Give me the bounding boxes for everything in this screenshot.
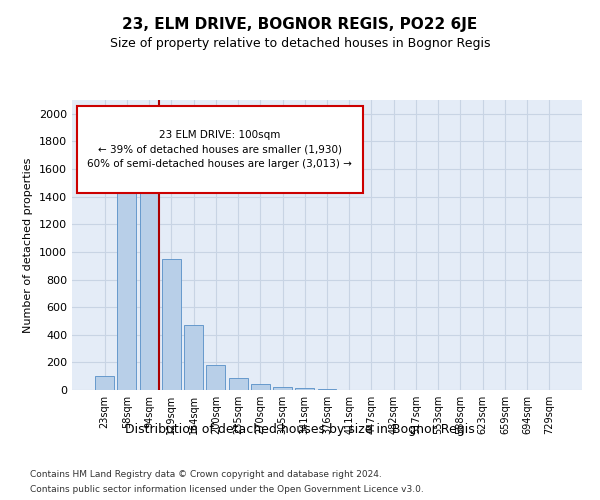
Bar: [118, 178, 136, 390]
Bar: [162, 259, 181, 390]
Text: Size of property relative to detached houses in Bognor Regis: Size of property relative to detached ho…: [110, 38, 490, 51]
Bar: [229, 378, 248, 390]
Text: Contains public sector information licensed under the Open Government Licence v3: Contains public sector information licen…: [30, 485, 424, 494]
Bar: [295, 388, 314, 390]
Y-axis label: Number of detached properties: Number of detached properties: [23, 158, 34, 332]
Bar: [140, 172, 158, 390]
Bar: [184, 325, 203, 390]
Bar: [95, 376, 114, 390]
Bar: [273, 386, 292, 390]
Text: Distribution of detached houses by size in Bognor Regis: Distribution of detached houses by size …: [125, 422, 475, 436]
FancyBboxPatch shape: [77, 106, 363, 193]
Text: Contains HM Land Registry data © Crown copyright and database right 2024.: Contains HM Land Registry data © Crown c…: [30, 470, 382, 479]
Text: 23, ELM DRIVE, BOGNOR REGIS, PO22 6JE: 23, ELM DRIVE, BOGNOR REGIS, PO22 6JE: [122, 18, 478, 32]
Bar: [251, 384, 270, 390]
Bar: [206, 365, 225, 390]
Text: 23 ELM DRIVE: 100sqm
← 39% of detached houses are smaller (1,930)
60% of semi-de: 23 ELM DRIVE: 100sqm ← 39% of detached h…: [88, 130, 352, 169]
